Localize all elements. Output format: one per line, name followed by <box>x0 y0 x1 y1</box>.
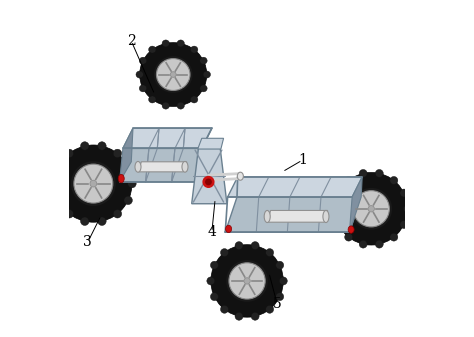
Ellipse shape <box>113 210 122 218</box>
Ellipse shape <box>207 277 215 285</box>
Ellipse shape <box>251 312 259 320</box>
Ellipse shape <box>220 305 228 313</box>
Ellipse shape <box>191 46 198 53</box>
Ellipse shape <box>229 263 265 299</box>
Ellipse shape <box>149 96 156 103</box>
Ellipse shape <box>170 72 176 77</box>
Polygon shape <box>123 128 212 148</box>
Ellipse shape <box>191 96 198 103</box>
Polygon shape <box>119 148 210 182</box>
Ellipse shape <box>235 312 243 320</box>
Ellipse shape <box>118 174 124 183</box>
Ellipse shape <box>55 196 63 205</box>
Ellipse shape <box>359 240 367 248</box>
Ellipse shape <box>226 260 268 302</box>
Ellipse shape <box>211 245 283 317</box>
Ellipse shape <box>400 220 408 228</box>
Text: 5: 5 <box>273 298 282 311</box>
Polygon shape <box>119 128 133 182</box>
Ellipse shape <box>71 161 116 206</box>
Ellipse shape <box>368 206 374 212</box>
Polygon shape <box>191 148 227 204</box>
Ellipse shape <box>264 210 270 222</box>
Ellipse shape <box>276 261 284 269</box>
Ellipse shape <box>220 249 228 256</box>
Ellipse shape <box>323 210 329 222</box>
Ellipse shape <box>251 242 259 250</box>
Ellipse shape <box>359 170 367 177</box>
Ellipse shape <box>139 85 146 92</box>
Ellipse shape <box>136 71 143 78</box>
Polygon shape <box>267 210 328 222</box>
Ellipse shape <box>140 43 207 106</box>
Ellipse shape <box>375 170 383 177</box>
Text: 3: 3 <box>83 235 92 249</box>
Polygon shape <box>138 162 187 172</box>
Ellipse shape <box>350 188 392 229</box>
Polygon shape <box>228 177 362 197</box>
Ellipse shape <box>162 102 170 109</box>
Ellipse shape <box>98 217 106 225</box>
Ellipse shape <box>210 293 219 301</box>
Ellipse shape <box>266 249 273 256</box>
Ellipse shape <box>139 57 146 64</box>
Ellipse shape <box>65 210 73 218</box>
Ellipse shape <box>200 57 207 64</box>
Ellipse shape <box>74 164 113 203</box>
Ellipse shape <box>113 149 122 158</box>
Circle shape <box>203 177 214 187</box>
Ellipse shape <box>390 177 398 184</box>
Ellipse shape <box>135 161 141 172</box>
Text: 4: 4 <box>208 225 216 239</box>
Ellipse shape <box>279 277 287 285</box>
Ellipse shape <box>124 196 132 205</box>
Ellipse shape <box>400 189 408 197</box>
Ellipse shape <box>235 242 243 250</box>
Ellipse shape <box>237 172 243 180</box>
Ellipse shape <box>65 149 73 158</box>
Ellipse shape <box>177 40 184 47</box>
Polygon shape <box>225 197 361 232</box>
Ellipse shape <box>335 189 343 197</box>
Ellipse shape <box>335 220 343 228</box>
Ellipse shape <box>81 217 89 225</box>
Ellipse shape <box>276 293 284 301</box>
Ellipse shape <box>266 305 273 313</box>
Ellipse shape <box>375 240 383 248</box>
Ellipse shape <box>244 278 250 284</box>
Ellipse shape <box>203 71 210 78</box>
Ellipse shape <box>345 233 353 241</box>
Ellipse shape <box>345 177 353 184</box>
Ellipse shape <box>98 142 106 150</box>
Ellipse shape <box>156 59 190 90</box>
Ellipse shape <box>353 191 389 227</box>
Circle shape <box>206 179 211 185</box>
Ellipse shape <box>149 46 156 53</box>
Ellipse shape <box>177 102 184 109</box>
Polygon shape <box>198 138 224 149</box>
Ellipse shape <box>124 163 132 171</box>
Ellipse shape <box>335 173 408 245</box>
Ellipse shape <box>348 226 354 233</box>
Ellipse shape <box>90 180 97 187</box>
Ellipse shape <box>51 179 59 188</box>
Text: 1: 1 <box>298 153 307 167</box>
Ellipse shape <box>226 225 232 233</box>
Ellipse shape <box>200 85 207 92</box>
Ellipse shape <box>390 233 398 241</box>
Ellipse shape <box>162 40 170 47</box>
Text: 2: 2 <box>127 34 136 48</box>
Polygon shape <box>349 177 362 232</box>
Ellipse shape <box>55 145 132 222</box>
Ellipse shape <box>81 142 89 150</box>
Ellipse shape <box>210 261 219 269</box>
Ellipse shape <box>55 163 63 171</box>
Ellipse shape <box>154 56 192 93</box>
Ellipse shape <box>128 179 136 188</box>
Ellipse shape <box>403 205 411 213</box>
Ellipse shape <box>182 161 188 172</box>
Ellipse shape <box>331 205 339 213</box>
